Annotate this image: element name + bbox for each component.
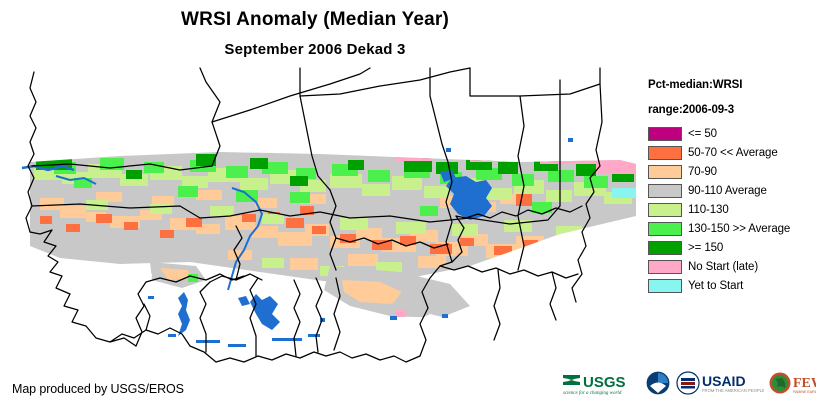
page-title: WRSI Anomaly (Median Year) (180, 9, 450, 30)
noaa-logo[interactable] (645, 369, 671, 397)
legend-item-label: <= 50 (688, 127, 717, 140)
svg-text:USAID: USAID (702, 373, 746, 389)
legend-title-range: range:2006-09-3 (648, 104, 735, 116)
water-bodies (21, 138, 573, 347)
legend-row: No Start (late) (648, 259, 816, 274)
legend-row: 50-70 << Average (648, 145, 816, 160)
legend-row: >= 150 (648, 240, 816, 255)
legend-row: 110-130 (648, 202, 816, 217)
legend-color-swatch (648, 126, 682, 141)
legend-row: Yet to Start (648, 278, 816, 293)
legend-color-swatch (648, 259, 682, 274)
legend-row: 70-90 (648, 164, 816, 179)
legend-row: 90-110 Average (648, 183, 816, 198)
wrsi-southern-extension (150, 262, 470, 318)
map-canvas[interactable] (0, 66, 640, 366)
legend-color-swatch (648, 278, 682, 293)
logo-strip: USGS science for a changing world USAID … (562, 368, 816, 398)
legend-color-swatch (648, 202, 682, 217)
map-credit: Map produced by USGS/EROS (12, 382, 184, 396)
svg-text:FAMINE EARLY WARNING SYSTEMS N: FAMINE EARLY WARNING SYSTEMS NETWORK (793, 390, 816, 394)
legend-item-label: 50-70 << Average (688, 146, 778, 159)
west-africa-map[interactable] (0, 66, 640, 366)
legend-title-pct-median: Pct-median:WRSI (648, 79, 743, 91)
country-borders (25, 67, 603, 363)
legend-color-swatch (648, 164, 682, 179)
legend-color-swatch (648, 221, 682, 236)
svg-text:FEWS NET: FEWS NET (793, 376, 816, 391)
svg-text:FROM THE AMERICAN PEOPLE: FROM THE AMERICAN PEOPLE (702, 388, 764, 393)
svg-text:USGS: USGS (583, 374, 626, 391)
usgs-logo[interactable]: USGS science for a changing world (562, 369, 640, 397)
legend-row: <= 50 (648, 126, 816, 141)
legend-color-swatch (648, 183, 682, 198)
legend-color-swatch (648, 240, 682, 255)
legend-color-swatch (648, 145, 682, 160)
map-legend: Pct-median:WRSI range:2006-09-3 <= 50 50-… (648, 78, 816, 297)
legend-item-label: 70-90 (688, 165, 717, 178)
legend-item-label: 130-150 >> Average (688, 222, 791, 235)
fewsnet-logo[interactable]: FEWS NET FAMINE EARLY WARNING SYSTEMS NE… (769, 369, 816, 397)
legend-row: 130-150 >> Average (648, 221, 816, 236)
svg-text:science for a changing world: science for a changing world (563, 391, 622, 396)
page-subtitle: September 2006 Dekad 3 (224, 41, 406, 58)
legend-item-label: Yet to Start (688, 279, 744, 292)
legend-rows: <= 50 50-70 << Average 70-90 90-110 Average… (648, 126, 816, 293)
legend-item-label: >= 150 (688, 241, 724, 254)
legend-item-label: 110-130 (688, 203, 729, 216)
legend-item-label: No Start (late) (688, 260, 759, 273)
usaid-logo[interactable]: USAID FROM THE AMERICAN PEOPLE (676, 369, 764, 397)
legend-item-label: 90-110 Average (688, 184, 767, 197)
